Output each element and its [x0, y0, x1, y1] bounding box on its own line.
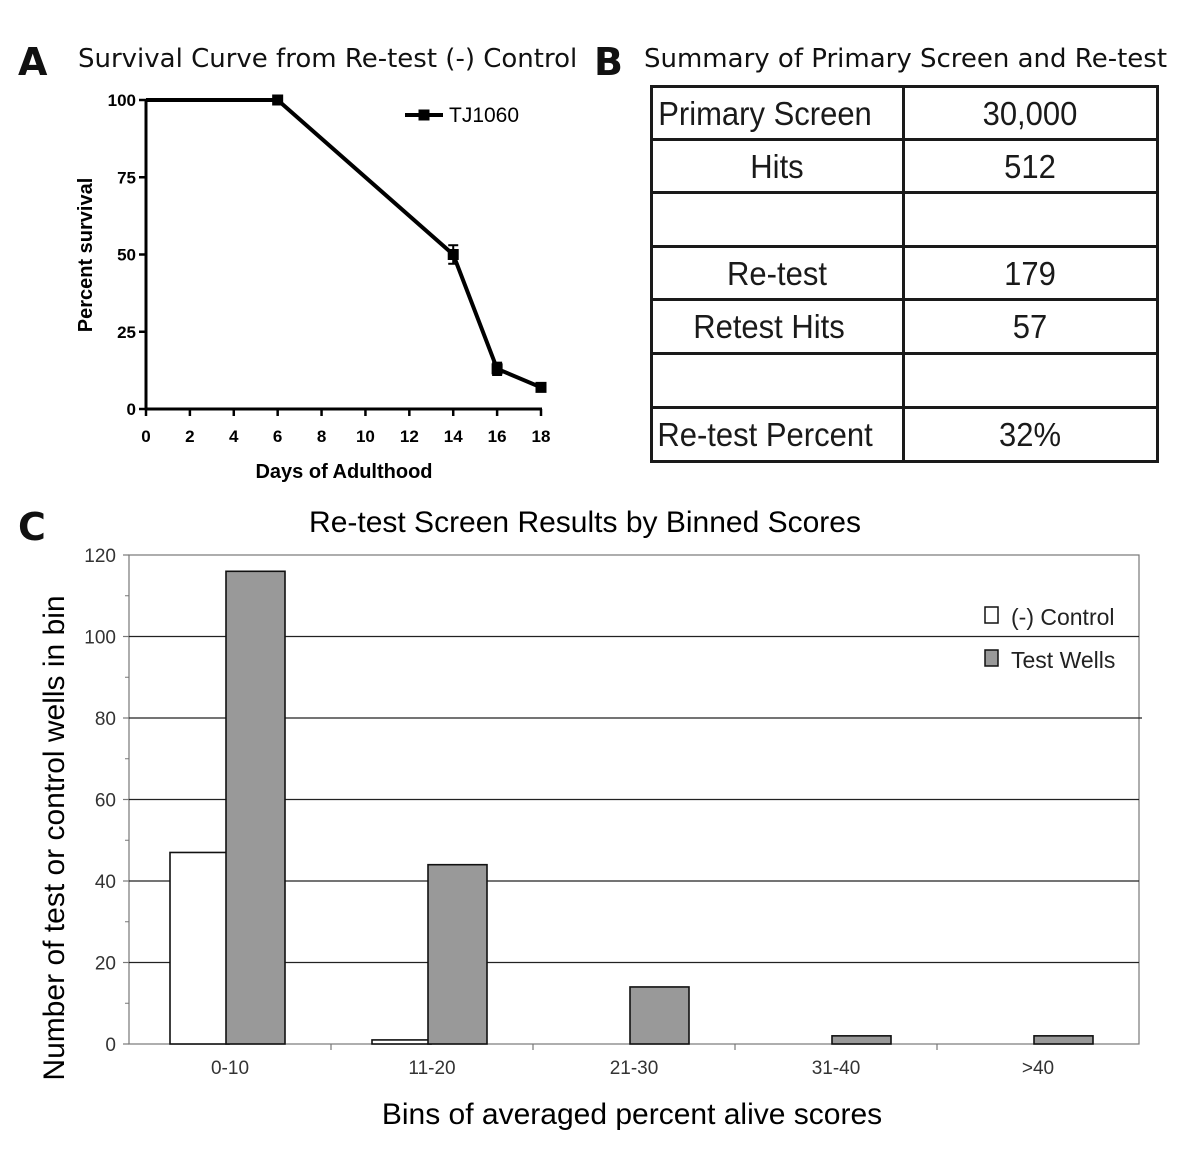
bar-test-wells [1033, 1035, 1094, 1045]
x-tick-label: 12 [400, 427, 419, 446]
x-tick-label: 18 [532, 427, 551, 446]
x-tick-label: 0 [141, 427, 150, 446]
panel-b-title: Summary of Primary Screen and Re-test [644, 44, 1168, 74]
y-tick-label: 60 [95, 791, 116, 812]
y-tick-label: 20 [95, 954, 116, 975]
table-row-label: Hits [750, 147, 804, 185]
legend-label-test-wells: Test Wells [1011, 647, 1115, 673]
chart-title: Re-test Screen Results by Binned Scores [309, 506, 861, 539]
table-row-label: Retest Hits [693, 307, 845, 346]
y-axis-title: Number of test or control wells in bin [38, 595, 71, 1080]
bar-test-wells [427, 863, 488, 1045]
table-row-value: 179 [1004, 254, 1056, 292]
panel-a-letter: A [18, 40, 48, 84]
data-point [272, 94, 284, 106]
data-point [447, 249, 459, 260]
table-column-rule [1155, 84, 1159, 463]
y-tick-label: 80 [95, 709, 116, 730]
y-tick-label: 40 [95, 872, 116, 893]
panel-c-letter: C [18, 505, 46, 549]
x-tick-label: 2 [185, 427, 194, 446]
x-tick-label: 16 [488, 427, 507, 446]
bar-test-wells [225, 570, 286, 1045]
y-axis-title: Percent survival [75, 178, 97, 333]
y-tick-label: 100 [108, 91, 136, 110]
x-tick-label: 8 [317, 427, 326, 446]
x-axis-title: Bins of averaged percent alive scores [382, 1098, 882, 1131]
data-point [535, 381, 547, 393]
x-tick-label: >40 [1022, 1058, 1054, 1079]
legend-label-control: (-) Control [1011, 604, 1115, 630]
y-tick-label: 50 [117, 246, 136, 265]
table-row-value: 32% [998, 415, 1062, 454]
x-tick-label: 11-20 [408, 1058, 455, 1079]
table-column-rule [901, 84, 905, 463]
table-row-value: 57 [1012, 307, 1048, 346]
bar-test-wells [831, 1035, 892, 1045]
x-tick-label: 0-10 [211, 1058, 249, 1079]
y-tick-label: 75 [117, 168, 136, 187]
x-tick-label: 4 [229, 427, 239, 446]
table-row-label: Primary Screen [658, 94, 872, 132]
bar-test-wells [629, 986, 690, 1045]
table-row-label: Re-test Percent [657, 415, 873, 454]
x-tick-label: 14 [444, 427, 463, 446]
data-point [491, 363, 503, 375]
table-row-label: Re-test [727, 254, 827, 292]
y-tick-label: 25 [117, 323, 136, 342]
y-tick-label: 120 [84, 546, 116, 567]
legend-label-tj1060: TJ1060 [449, 104, 519, 127]
panel-b-letter: B [594, 40, 623, 84]
table-column-rule [649, 84, 653, 463]
x-tick-label: 6 [273, 427, 282, 446]
legend-swatch-control [984, 606, 999, 624]
y-tick-label: 100 [84, 628, 116, 649]
bar-control [371, 1039, 432, 1045]
x-tick-label: 31-40 [812, 1058, 861, 1079]
x-axis-title: Days of Adulthood [255, 461, 432, 483]
y-tick-label: 0 [105, 1035, 116, 1056]
legend-marker-tj1060 [418, 109, 430, 121]
bar-control [169, 851, 230, 1045]
legend-swatch-test-wells [984, 649, 999, 667]
table-row-value: 30,000 [982, 94, 1078, 132]
table-row-value: 512 [1004, 147, 1056, 185]
x-tick-label: 10 [356, 427, 375, 446]
y-tick-label: 0 [127, 400, 136, 419]
panel-a-title: Survival Curve from Re-test (-) Control [78, 44, 578, 74]
x-tick-label: 21-30 [610, 1058, 659, 1079]
